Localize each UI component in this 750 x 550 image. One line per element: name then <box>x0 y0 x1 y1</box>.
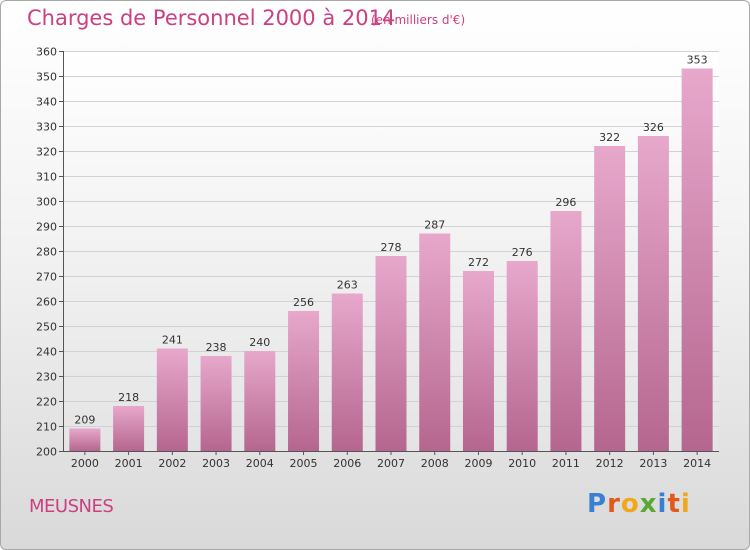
logo-letter: i <box>657 489 668 519</box>
x-tick-label: 2010 <box>508 457 536 470</box>
bar <box>681 68 713 451</box>
x-tick-label: 2007 <box>377 457 405 470</box>
bar <box>550 211 582 451</box>
x-tick-label: 2008 <box>421 457 449 470</box>
y-tick-label: 220 <box>36 396 57 409</box>
data-label: 209 <box>74 414 95 427</box>
data-label: 218 <box>118 391 139 404</box>
bar <box>375 256 407 451</box>
y-tick-label: 210 <box>36 421 57 434</box>
bar <box>637 136 669 451</box>
x-tick-label: 2006 <box>333 457 361 470</box>
bar <box>200 356 232 451</box>
x-tick-label: 2003 <box>202 457 230 470</box>
y-tick-label: 290 <box>36 221 57 234</box>
y-tick-label: 300 <box>36 196 57 209</box>
y-tick-label: 270 <box>36 271 57 284</box>
logo-letter: r <box>607 489 621 519</box>
logo-letter: P <box>587 489 608 519</box>
logo-letter: i <box>680 489 691 519</box>
data-label: 296 <box>555 196 576 209</box>
data-label: 241 <box>162 334 183 347</box>
commune-name: MEUSNES <box>29 496 114 517</box>
data-label: 287 <box>424 219 445 232</box>
y-tick-label: 200 <box>36 446 57 459</box>
x-tick-label: 2012 <box>596 457 624 470</box>
x-tick-label: 2001 <box>115 457 143 470</box>
x-tick-label: 2009 <box>464 457 492 470</box>
x-tick-label: 2014 <box>683 457 711 470</box>
logo-letter: t <box>667 489 681 519</box>
x-tick-label: 2013 <box>639 457 667 470</box>
x-tick-label: 2011 <box>552 457 580 470</box>
logo-letter: x <box>639 489 658 519</box>
bar <box>113 406 145 451</box>
bar <box>244 351 276 451</box>
y-tick-label: 280 <box>36 246 57 259</box>
y-tick-label: 230 <box>36 371 57 384</box>
bar <box>288 311 320 451</box>
x-tick-label: 2000 <box>71 457 99 470</box>
y-tick-label: 330 <box>36 121 57 134</box>
data-label: 256 <box>293 296 314 309</box>
data-label: 276 <box>512 246 533 259</box>
chart-subtitle: (en milliers d'€) <box>371 13 466 27</box>
bar <box>419 233 451 451</box>
x-tick-label: 2005 <box>290 457 318 470</box>
data-label: 240 <box>249 336 270 349</box>
y-tick-label: 340 <box>36 96 57 109</box>
y-tick-label: 240 <box>36 346 57 359</box>
bar <box>331 293 363 451</box>
data-label: 278 <box>381 241 402 254</box>
x-tick-label: 2004 <box>246 457 274 470</box>
bar <box>156 348 188 451</box>
bar <box>462 271 494 451</box>
y-tick-label: 350 <box>36 71 57 84</box>
data-label: 272 <box>468 256 489 269</box>
data-label: 353 <box>687 54 708 67</box>
data-label: 238 <box>206 341 227 354</box>
y-tick-label: 250 <box>36 321 57 334</box>
data-label: 322 <box>599 131 620 144</box>
chart-title: Charges de Personnel 2000 à 2014 <box>27 6 396 30</box>
x-tick-label: 2002 <box>158 457 186 470</box>
bar <box>506 261 538 451</box>
data-label: 326 <box>643 121 664 134</box>
bar <box>594 146 626 451</box>
y-tick-label: 260 <box>36 296 57 309</box>
y-tick-label: 310 <box>36 171 57 184</box>
y-tick-label: 360 <box>36 46 57 59</box>
data-label: 263 <box>337 279 358 292</box>
bar <box>69 428 101 451</box>
logo-letter: o <box>620 489 640 519</box>
y-tick-label: 320 <box>36 146 57 159</box>
proxiti-logo: Proxiti <box>587 489 691 519</box>
